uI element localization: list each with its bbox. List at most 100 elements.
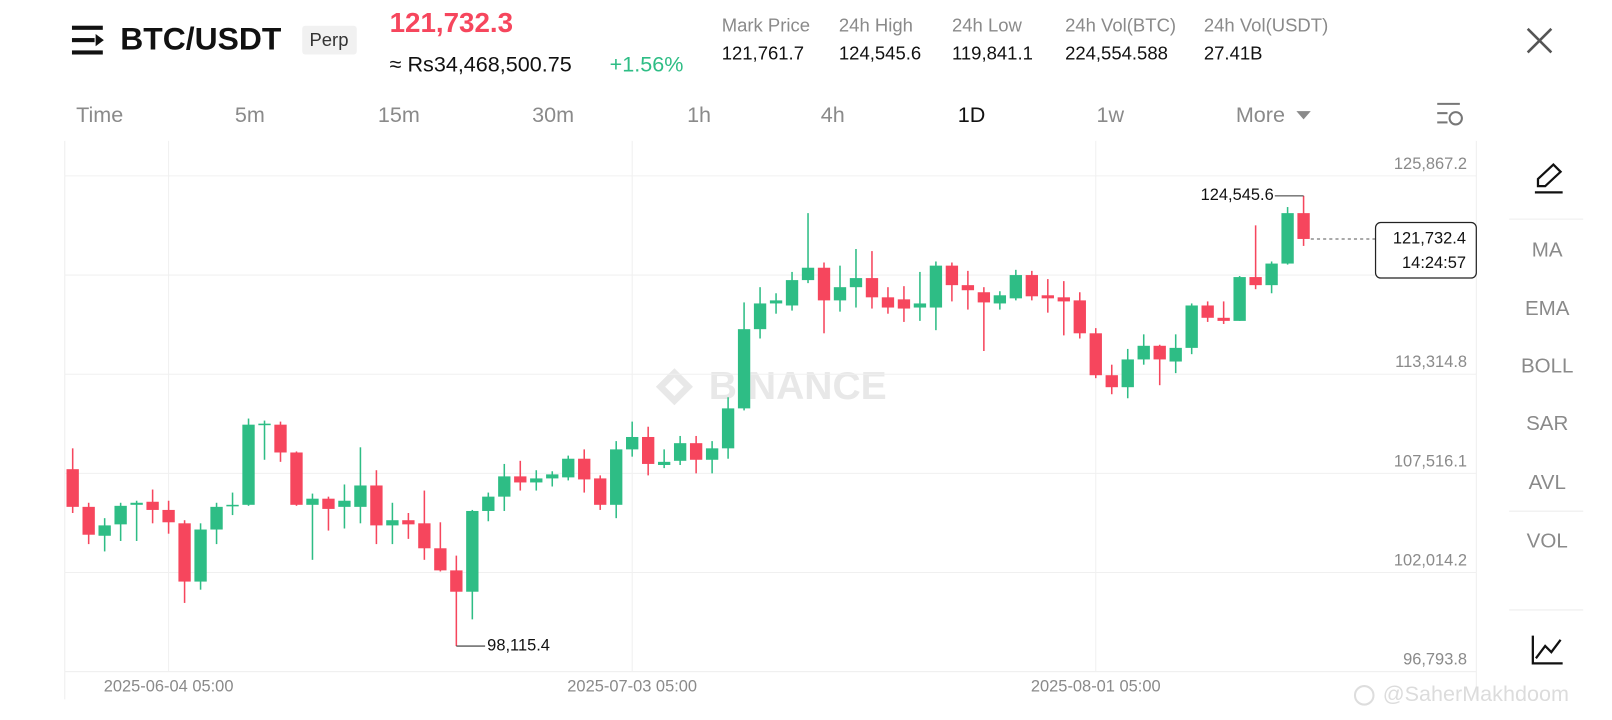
- indicator-button[interactable]: EMA: [1525, 297, 1570, 320]
- indicator-button[interactable]: VOL: [1527, 529, 1568, 552]
- interval-tab[interactable]: Time: [76, 102, 123, 127]
- candle-body: [322, 498, 335, 509]
- candle-body: [801, 267, 815, 281]
- candle-body: [1249, 277, 1262, 286]
- indicator-button[interactable]: MA: [1532, 238, 1563, 261]
- interval-tab[interactable]: 30m: [532, 102, 574, 127]
- candle-body: [562, 458, 575, 478]
- candle-body: [1153, 345, 1166, 360]
- x-tick-label: 2025-08-01 05:00: [1031, 677, 1161, 695]
- indicator-button[interactable]: BOLL: [1521, 355, 1574, 378]
- interval-tab[interactable]: 4h: [821, 102, 845, 127]
- candle-body: [1185, 305, 1198, 348]
- axis-glyph: [1531, 635, 1563, 665]
- indicator-button[interactable]: AVL: [1529, 471, 1566, 494]
- candle-body: [194, 529, 207, 582]
- menu-bar: [71, 50, 103, 55]
- candle-body: [1281, 213, 1294, 264]
- candle-body: [945, 265, 959, 286]
- stat-value: 121,761.7: [722, 42, 804, 63]
- candle-body: [242, 424, 255, 505]
- candle-body: [913, 303, 927, 308]
- candle-body: [642, 436, 655, 464]
- credit: @SaherMakhdoom: [1383, 681, 1569, 706]
- candle-body: [849, 278, 863, 288]
- close-stroke: [1526, 27, 1553, 54]
- candle-body: [66, 469, 79, 507]
- candle-body: [530, 478, 543, 483]
- candle-body: [881, 297, 895, 308]
- candle-body: [226, 504, 239, 507]
- intervals: Time 5m 15m 30m 1h 4h 1D 1w More: [76, 102, 1285, 127]
- candle-body: [594, 478, 607, 505]
- stat-label: 24h Vol(BTC): [1065, 15, 1176, 36]
- candle-body: [82, 506, 95, 535]
- candle-body: [434, 548, 447, 571]
- interval-tab[interactable]: 1w: [1097, 102, 1125, 127]
- menu-bar: [71, 25, 103, 30]
- more-caret: [1296, 111, 1311, 120]
- stats: Mark Price 121,761.7 24h High 124,545.6 24h …: [722, 15, 1329, 64]
- candle-body: [1121, 359, 1134, 388]
- candle-body: [1169, 347, 1182, 362]
- candle-body: [402, 520, 415, 525]
- y-tick-label: 113,314.8: [1395, 353, 1467, 371]
- draw-tool-icon[interactable]: [1534, 162, 1563, 194]
- candle-body: [1089, 333, 1102, 376]
- chart-settings-icon[interactable]: [1437, 102, 1463, 126]
- candle-body: [178, 523, 191, 582]
- candle-body: [98, 525, 111, 536]
- candle-body: [290, 452, 303, 505]
- candle-body: [482, 496, 495, 511]
- candle-body: [865, 278, 879, 298]
- candle-body: [1297, 213, 1310, 239]
- tag: Perp: [309, 29, 348, 50]
- interval-tab[interactable]: 5m: [235, 102, 265, 127]
- indicator-chart-icon[interactable]: [1531, 635, 1563, 665]
- interval-tab[interactable]: More: [1236, 102, 1285, 127]
- candle-body: [993, 295, 1007, 304]
- interval-tab[interactable]: 1D: [958, 102, 986, 127]
- candle-body: [689, 443, 703, 460]
- plot: BINANCE 96,793.8 102,014.2 107,516.1 113,31…: [64, 140, 1477, 673]
- candle-body: [833, 287, 847, 301]
- candle-body: [929, 265, 943, 308]
- candle-body: [961, 285, 975, 291]
- last-price-label: 121,732.4: [1393, 229, 1466, 247]
- interval-tab[interactable]: 1h: [687, 102, 711, 127]
- candle-body: [386, 520, 399, 526]
- candle-body: [338, 500, 351, 507]
- menu-bar: [71, 38, 95, 43]
- change: +1.56%: [610, 52, 684, 77]
- y-tick-label: 96,793.8: [1403, 651, 1467, 669]
- candle-body: [578, 458, 591, 480]
- candle-body: [977, 292, 991, 303]
- stat-value: 119,841.1: [952, 42, 1033, 63]
- candle-body: [1201, 305, 1214, 318]
- indicators: MA EMA BOLL SAR AVL VOL: [1521, 238, 1574, 552]
- candle-body: [466, 510, 479, 592]
- candle-body: [897, 299, 911, 309]
- candle-body: [498, 476, 511, 497]
- candle-body: [274, 424, 287, 453]
- candle-body: [450, 570, 463, 592]
- candle-body: [114, 505, 127, 525]
- menu-icon[interactable]: [71, 25, 104, 55]
- candle-body: [817, 267, 831, 301]
- candle-body: [1217, 317, 1230, 321]
- countdown: 14:24:57: [1402, 254, 1466, 272]
- low-label: 98,115.4: [487, 636, 550, 654]
- indicator-button[interactable]: SAR: [1526, 412, 1568, 435]
- close-button[interactable]: [1526, 27, 1553, 54]
- interval-tab[interactable]: 15m: [378, 102, 420, 127]
- candle-body: [370, 485, 383, 526]
- candle-body: [258, 423, 271, 426]
- watermark: BINANCE: [709, 365, 887, 408]
- last-price-box: [1374, 221, 1477, 279]
- last-price: 121,732.3: [390, 7, 513, 38]
- candle-body: [737, 329, 751, 409]
- candle-body: [769, 300, 783, 304]
